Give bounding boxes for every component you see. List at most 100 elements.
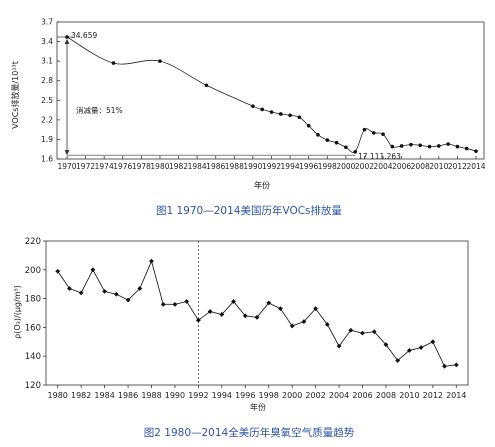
- data-point: [409, 142, 413, 147]
- data-point: [336, 343, 342, 349]
- x-tick-label: 1980: [48, 391, 68, 400]
- data-point: [362, 127, 367, 132]
- chart-ozone-trend: ρ(O₃)/(μg/m³) 年份 图2 1980—2014全美历年臭氧空气质量趋…: [13, 237, 469, 439]
- data-point: [324, 322, 330, 327]
- data-point: [137, 286, 143, 291]
- x-tick-label: 2004: [329, 391, 349, 400]
- x-axis-label-year: 年份: [250, 402, 266, 412]
- data-point: [78, 290, 84, 296]
- x-tick-label: 1984: [188, 162, 207, 171]
- x-tick-label: 1990: [165, 391, 185, 400]
- reduction-arrow-head-top: [64, 39, 70, 45]
- data-point: [65, 35, 69, 39]
- x-tick-label: 2014: [446, 391, 466, 400]
- x-tick-label: 2010: [399, 391, 419, 400]
- data-point: [371, 131, 376, 135]
- data-point: [453, 362, 459, 368]
- x-tick-label: 1998: [259, 391, 279, 400]
- data-point: [67, 286, 72, 291]
- data-point: [306, 123, 311, 128]
- x-tick-label: 1996: [299, 162, 318, 171]
- x-tick-label: 1986: [206, 162, 225, 171]
- data-point: [353, 150, 357, 154]
- data-point: [399, 144, 404, 148]
- x-tick-label: 1990: [243, 162, 262, 171]
- data-point: [251, 104, 255, 108]
- x-tick-label: 1988: [141, 391, 161, 400]
- data-point: [195, 317, 201, 323]
- y-tick-label: 180: [25, 295, 41, 305]
- y-axis-label-ozone: ρ(O₃)/(μg/m³): [13, 285, 22, 339]
- data-point: [278, 306, 283, 312]
- chart-vocs-emissions: VOCs排放量/10¹³t 年份 图1 1970—2014美国历年VOCs排放量…: [10, 18, 486, 218]
- data-point: [334, 140, 339, 145]
- x-tick-label: 1996: [235, 391, 255, 400]
- x-tick-label: 2008: [376, 391, 396, 400]
- caption-figure-2: 图2 1980—2014全美历年臭氧空气质量趋势: [144, 426, 355, 439]
- plot-frame: [45, 240, 469, 386]
- y-tick-label: 2.2: [41, 115, 53, 124]
- y-tick-label: 120: [25, 381, 41, 391]
- plot-frame: [56, 21, 485, 160]
- series-line-ozone: [57, 259, 457, 367]
- data-point: [288, 113, 292, 118]
- data-point: [231, 299, 236, 304]
- y-tick-label: 3.7: [41, 18, 53, 27]
- x-tick-label: 1988: [225, 162, 244, 171]
- data-point: [395, 358, 401, 363]
- data-point: [207, 309, 213, 314]
- data-point: [158, 59, 162, 63]
- x-tick-label: 1980: [150, 162, 169, 171]
- x-tick-label: 1984: [94, 391, 114, 400]
- data-point: [442, 363, 447, 369]
- y-tick-label: 3.1: [41, 57, 53, 66]
- data-point: [278, 112, 283, 116]
- x-tick-label: 1992: [188, 391, 208, 400]
- data-point: [360, 330, 365, 336]
- data-point: [371, 329, 377, 335]
- x-tick-label: 2006: [352, 391, 372, 400]
- data-point: [381, 132, 385, 137]
- data-point: [102, 289, 108, 294]
- data-point: [301, 319, 307, 325]
- x-tick-label: 2012: [423, 391, 443, 400]
- x-axis-label-year: 年份: [254, 180, 270, 190]
- y-tick-label: 3.4: [41, 37, 53, 46]
- data-point: [289, 323, 295, 329]
- x-tick-label: 2014: [466, 162, 485, 171]
- x-tick-label: 1978: [132, 162, 151, 171]
- x-tick-label: 1986: [118, 391, 138, 400]
- data-point: [344, 145, 348, 150]
- annotation-end-value: 17 111.263: [358, 152, 401, 161]
- x-tick-label: 2000: [282, 391, 302, 400]
- data-point: [446, 142, 450, 146]
- x-tick-label: 1998: [318, 162, 337, 171]
- data-point: [455, 144, 460, 149]
- x-tick-label: 1992: [262, 162, 281, 171]
- x-tick-label: 1970: [57, 162, 76, 171]
- x-tick-label: 2008: [411, 162, 430, 171]
- y-tick-label: 1.9: [41, 135, 53, 144]
- y-tick-label: 200: [25, 266, 41, 276]
- data-point: [464, 146, 469, 151]
- y-axis-label-vocs: VOCs排放量/10¹³t: [10, 61, 20, 129]
- data-point: [406, 348, 412, 353]
- x-tick-label: 1994: [281, 162, 300, 171]
- x-tick-label: 1982: [71, 391, 91, 400]
- data-point: [269, 110, 274, 114]
- reduction-arrow-head-bottom: [64, 150, 70, 156]
- x-tick-label: 1974: [95, 162, 114, 171]
- data-point: [242, 313, 248, 319]
- x-tick-label: 1994: [212, 391, 232, 400]
- x-tick-label: 2002: [355, 162, 374, 171]
- y-tick-label: 1.6: [41, 155, 53, 164]
- data-point: [430, 339, 436, 345]
- data-point: [149, 258, 154, 264]
- data-point: [172, 301, 178, 307]
- y-tick-label: 220: [25, 237, 41, 247]
- annotation-start-value: 34.659: [71, 31, 97, 40]
- series-line-vocs: [66, 36, 477, 153]
- data-point: [113, 291, 119, 297]
- data-point: [260, 107, 265, 112]
- data-point: [437, 144, 441, 148]
